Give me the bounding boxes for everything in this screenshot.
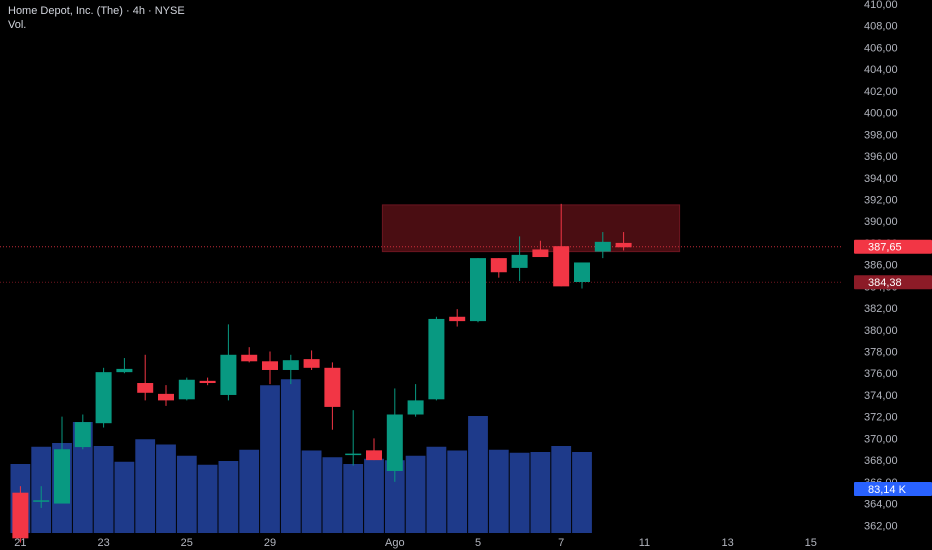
volume-bar xyxy=(426,446,447,533)
price-badge-label: 387,65 xyxy=(868,242,902,254)
y-tick-label: 390,00 xyxy=(864,216,898,228)
candle-body xyxy=(532,249,549,258)
y-tick-label: 392,00 xyxy=(864,194,898,206)
candle-body xyxy=(33,500,50,502)
x-tick-label: 15 xyxy=(805,537,817,549)
y-tick-label: 408,00 xyxy=(864,21,898,33)
x-tick-label: 25 xyxy=(181,537,193,549)
candle-body xyxy=(241,354,258,362)
candle-body xyxy=(345,453,362,456)
volume-bar xyxy=(114,461,135,533)
y-tick-label: 370,00 xyxy=(864,433,898,445)
volume-bar xyxy=(260,385,280,533)
volume-bar xyxy=(93,446,114,533)
y-tick-label: 374,00 xyxy=(864,390,898,402)
volume-bar xyxy=(280,379,301,533)
volume-bar xyxy=(509,452,530,533)
volume-bar xyxy=(135,439,156,533)
y-tick-label: 400,00 xyxy=(864,108,898,120)
symbol-title[interactable]: Home Depot, Inc. (The) · 4h · NYSE xyxy=(8,5,185,17)
volume-bar xyxy=(72,422,93,533)
candle-body xyxy=(12,492,29,539)
y-tick-label: 396,00 xyxy=(864,151,898,163)
candle-body xyxy=(158,393,174,401)
y-tick-label: 362,00 xyxy=(864,520,898,532)
volume-bar xyxy=(530,452,551,533)
volume-bar xyxy=(301,450,322,533)
price-badge xyxy=(854,239,932,254)
x-tick-label: 13 xyxy=(721,537,733,549)
volume-badge xyxy=(854,482,932,496)
x-tick-label: Ago xyxy=(385,537,405,549)
y-tick-label: 404,00 xyxy=(864,64,898,76)
candle-body xyxy=(615,242,632,248)
y-tick-label: 380,00 xyxy=(864,325,898,337)
candle-body xyxy=(490,258,507,273)
y-tick-label: 382,00 xyxy=(864,303,898,315)
y-tick-label: 406,00 xyxy=(864,42,898,54)
volume-bar xyxy=(447,450,468,533)
volume-bar xyxy=(572,452,592,533)
volume-bar xyxy=(468,416,488,533)
candle-body xyxy=(178,379,195,400)
candle-body xyxy=(116,368,133,373)
volume-bar xyxy=(239,449,260,533)
volume-badge-label: 83,14 K xyxy=(868,484,907,496)
y-tick-label: 364,00 xyxy=(864,499,898,511)
volume-bar xyxy=(156,444,176,533)
volume-bar xyxy=(343,464,364,533)
volume-bar xyxy=(176,455,197,533)
x-tick-label: 29 xyxy=(264,537,276,549)
candle-body xyxy=(303,359,320,368)
volume-bar xyxy=(218,461,239,533)
volume-bar xyxy=(384,460,405,533)
y-tick-label: 394,00 xyxy=(864,173,898,185)
volume-bar xyxy=(488,449,509,533)
chart-legend: Home Depot, Inc. (The) · 4h · NYSE Vol. xyxy=(8,4,185,32)
y-tick-label: 402,00 xyxy=(864,86,898,98)
candle-body xyxy=(407,400,424,415)
candle-body xyxy=(449,316,466,322)
y-tick-label: 378,00 xyxy=(864,347,898,359)
candle-body xyxy=(54,449,70,504)
y-tick-label: 386,00 xyxy=(864,260,898,272)
volume-bar xyxy=(364,458,384,533)
price-axis xyxy=(842,0,932,550)
volume-bar xyxy=(197,464,218,533)
x-tick-label: 23 xyxy=(97,537,109,549)
y-tick-label: 410,00 xyxy=(864,0,898,11)
candle-body xyxy=(220,354,237,395)
y-tick-label: 376,00 xyxy=(864,368,898,380)
candle-body xyxy=(137,383,154,393)
volume-bar xyxy=(405,455,426,533)
candle-body xyxy=(594,241,611,252)
candle-body xyxy=(74,422,91,448)
candle-body xyxy=(324,367,341,407)
price-badge xyxy=(854,275,932,290)
x-tick-label: 21 xyxy=(14,537,26,549)
candle-body xyxy=(262,361,278,370)
x-tick-label: 7 xyxy=(558,537,564,549)
y-tick-label: 398,00 xyxy=(864,129,898,141)
candle-body xyxy=(386,414,403,471)
candle-body xyxy=(95,372,112,424)
candle-body xyxy=(470,258,486,322)
candle-body xyxy=(511,254,528,268)
candle-body xyxy=(282,360,299,370)
candle-body xyxy=(366,450,382,461)
candle-body xyxy=(428,318,445,400)
candle-body xyxy=(199,380,216,384)
y-tick-label: 372,00 xyxy=(864,412,898,424)
y-tick-label: 368,00 xyxy=(864,455,898,467)
volume-bar xyxy=(322,457,343,533)
volume-label[interactable]: Vol. xyxy=(8,19,27,31)
candle-body xyxy=(553,246,570,287)
resistance-zone xyxy=(381,204,681,253)
volume-bar xyxy=(551,446,572,533)
x-tick-label: 5 xyxy=(475,537,481,549)
x-tick-label: 11 xyxy=(639,537,650,549)
price-badge-label: 384,38 xyxy=(868,277,902,289)
candle-body xyxy=(574,262,590,283)
